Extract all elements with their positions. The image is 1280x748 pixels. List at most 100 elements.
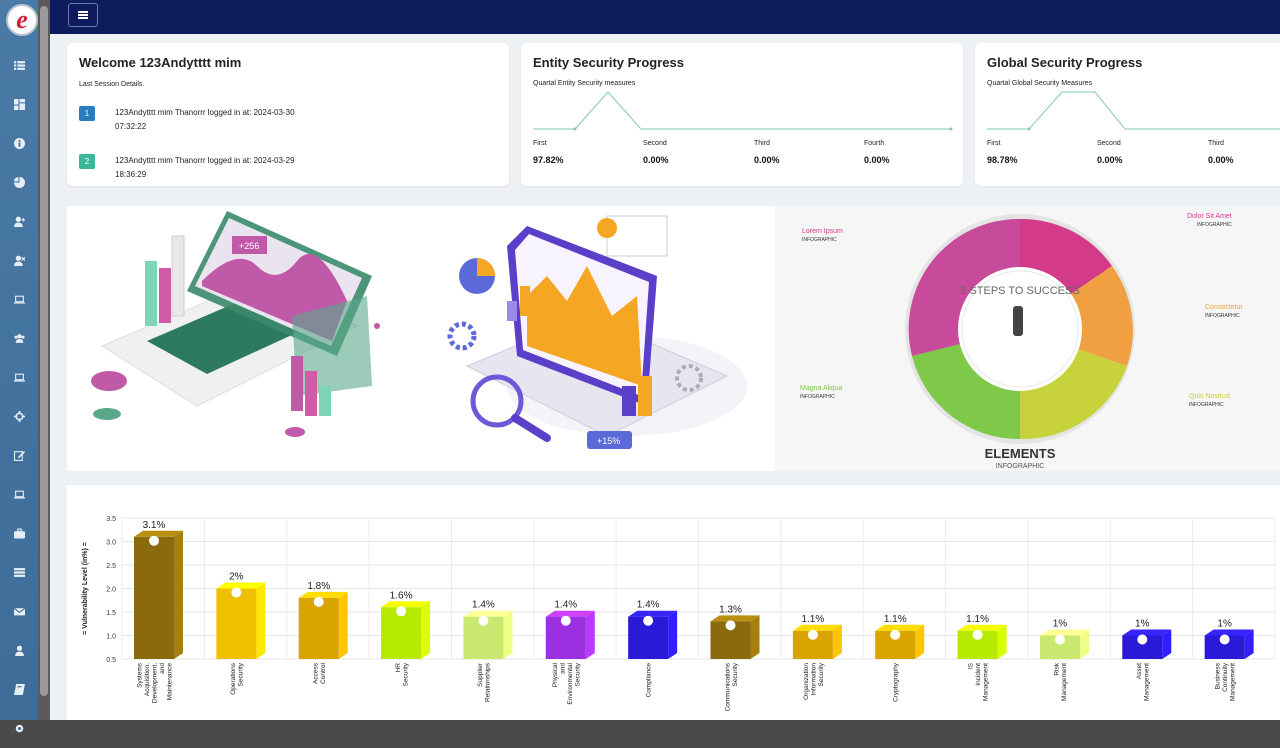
quarter-label: Third: [754, 140, 770, 147]
bar: [1122, 635, 1163, 659]
bar-value-label: 1.4%: [472, 600, 495, 611]
sidebar-item-dashboard[interactable]: [0, 85, 38, 124]
quarter-value: 0.00%: [643, 155, 669, 165]
sidebar-item-book[interactable]: [0, 670, 38, 709]
sidebar-item-profile[interactable]: [0, 631, 38, 670]
main-content: Welcome 123Andytttt mim Last Session Det…: [50, 34, 1280, 720]
sidebar-item-mail[interactable]: [0, 592, 38, 631]
infographic-label-sub: INFOGRAPHIC: [1205, 313, 1240, 319]
y-tick-label: 1.0: [106, 634, 116, 641]
bar-value-label: 1.8%: [307, 581, 330, 592]
global-progress-card: Global Security Progress Quartal Global …: [975, 43, 1280, 186]
welcome-subtitle: Last Session Details.: [79, 81, 145, 88]
bar-side: [1079, 629, 1089, 659]
sidebar-item-assets[interactable]: [0, 358, 38, 397]
sidebar-item-add-user[interactable]: [0, 202, 38, 241]
session-login-time: 18:36:29: [115, 170, 147, 179]
y-tick-label: 0.5: [106, 657, 116, 664]
y-tick-label: 1.5: [106, 610, 116, 617]
bar-value-label: 1%: [1135, 619, 1150, 630]
bar-value-label: 1.3%: [719, 604, 742, 615]
sidebar-item-info[interactable]: [0, 124, 38, 163]
sidebar-item-devices[interactable]: [0, 280, 38, 319]
quarter-value: 0.00%: [754, 155, 780, 165]
sidebar-item-reports[interactable]: [0, 163, 38, 202]
scrollbar-thumb[interactable]: [40, 6, 48, 696]
sidebar-item-computers[interactable]: [0, 475, 38, 514]
bar: [134, 536, 174, 659]
quarter-label: Third: [1208, 140, 1224, 147]
logo-letter: e: [16, 5, 28, 34]
x-tick-label: CommunicationsSecurity: [724, 662, 739, 711]
infographic-label-sub: INFOGRAPHIC: [802, 237, 837, 243]
vulnerability-bar-chart: 3.5 3.0 2.5 2.0 1.5 1.0 0.5 = Vulnerability Lev…: [82, 516, 1276, 711]
bar: [298, 597, 339, 659]
sidebar-item-users[interactable]: [0, 319, 38, 358]
sidebar-item-remove-user[interactable]: [0, 241, 38, 280]
bar-value-label: 1.4%: [554, 600, 577, 611]
sidebar-item-edit[interactable]: [0, 436, 38, 475]
bar-top: [298, 591, 348, 598]
laptop-icon: [13, 490, 25, 499]
remove-user-icon: [13, 255, 25, 266]
session-index-badge: 1: [79, 106, 95, 121]
bar-marker: [643, 615, 654, 626]
welcome-card: Welcome 123Andytttt mim Last Session Det…: [67, 43, 509, 186]
add-user-icon: [13, 216, 25, 227]
x-tick-label: Compliance: [646, 663, 653, 698]
session-login-text: 123Andytttt mim Thanorrr logged in at: 2…: [115, 108, 295, 117]
bar-marker: [1219, 634, 1230, 645]
x-tick-label: OrganizationInformationSecurity: [803, 662, 825, 700]
pie-chart-icon: [13, 177, 25, 188]
scrollbar[interactable]: [38, 0, 50, 720]
user-icon: [14, 645, 24, 656]
bar-side: [585, 610, 595, 659]
session-login-text: 123Andytttt mim Thanorrr logged in at: 2…: [115, 156, 295, 165]
quarter-label: Second: [1097, 140, 1121, 147]
bar-top: [134, 530, 183, 537]
global-progress-title: Global Security Progress: [987, 55, 1143, 70]
app-logo[interactable]: e: [6, 4, 38, 36]
bar-marker: [560, 615, 571, 626]
menu-toggle-button[interactable]: [68, 3, 98, 27]
quarter-label: First: [987, 140, 1001, 147]
sidebar-item-briefcase[interactable]: [0, 514, 38, 553]
bar-marker: [725, 620, 736, 631]
bar-top: [628, 610, 678, 617]
elements-title: ELEMENTS: [985, 446, 1056, 461]
y-tick-label: 3.5: [106, 516, 116, 523]
hamburger-icon: [78, 14, 88, 16]
sidebar-item-list[interactable]: [0, 46, 38, 85]
infographic-label-sub: INFOGRAPHIC: [1197, 222, 1232, 228]
laptop-chart-illustration: +15%: [447, 215, 747, 449]
quarter-value: 0.00%: [1208, 155, 1234, 165]
bar-top: [792, 624, 842, 631]
x-tick-label: AssetManagement: [1136, 663, 1151, 701]
bar-top: [545, 610, 595, 617]
x-tick-label: PhysicalandEnvironmentalSecurity: [552, 662, 582, 704]
bar-value-label: 1%: [1217, 619, 1232, 630]
bar-side: [750, 615, 760, 659]
x-tick-label: HRSecurity: [395, 662, 410, 686]
infographic-label-title: Lorem Ipsum: [802, 228, 843, 235]
info-icon: [13, 138, 25, 149]
bar-top: [1039, 629, 1089, 636]
badge-plus-256: +256: [239, 241, 259, 251]
bar: [216, 588, 257, 659]
y-axis-label: = Vulnerability Level (in%) =: [82, 542, 89, 635]
bar-marker: [149, 535, 159, 546]
bar-side: [256, 582, 266, 659]
x-tick-label: AccessControl: [312, 662, 327, 684]
list-icon: [13, 61, 25, 70]
bar-value-label: 2%: [229, 572, 244, 583]
session-login-time: 07:32:22: [115, 122, 147, 131]
sidebar-item-server[interactable]: [0, 553, 38, 592]
bar-value-label: 1.4%: [637, 600, 660, 611]
sidebar-item-settings[interactable]: [0, 397, 38, 436]
bar-marker: [231, 587, 242, 598]
bar-side: [503, 610, 513, 659]
quarter-label: Fourth: [864, 140, 885, 147]
sidebar-item-more[interactable]: [0, 709, 38, 748]
infographic-label-title: Dolor Sit Amet: [1187, 213, 1232, 220]
global-progress-subtitle: Quartal Global Security Measures: [987, 80, 1093, 87]
